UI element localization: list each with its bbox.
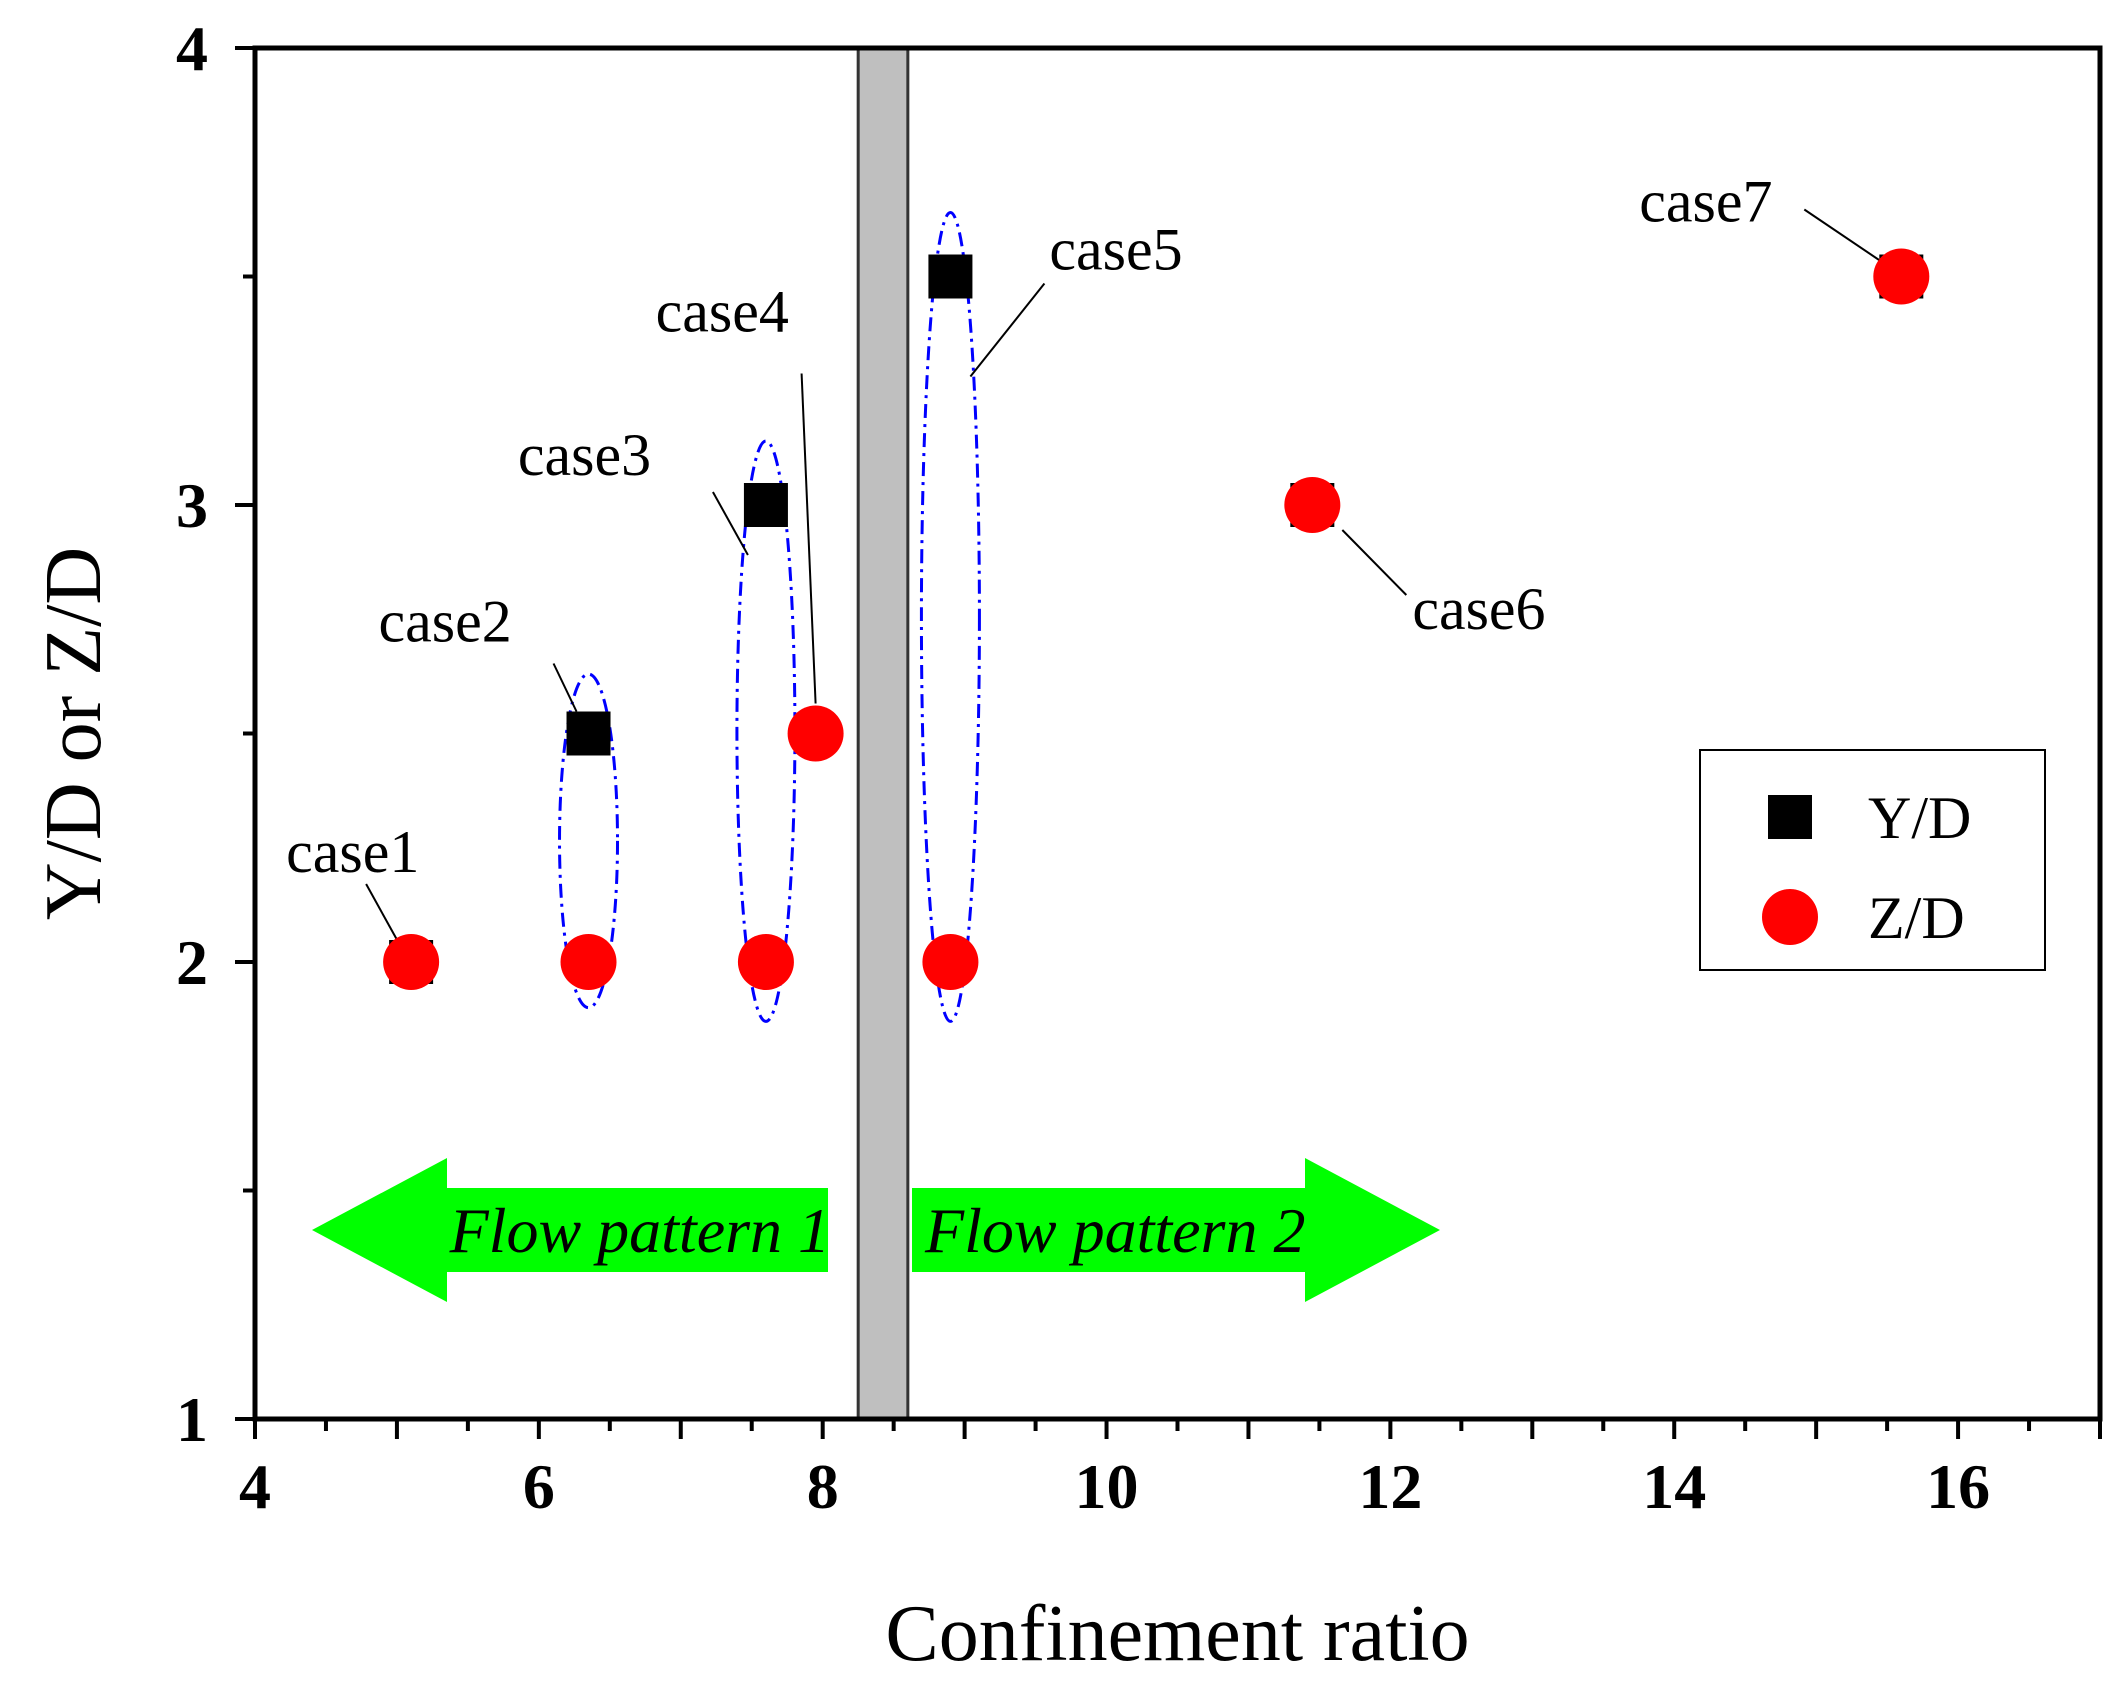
case3-label: case3 <box>518 422 651 488</box>
case6-leader-line <box>1341 529 1408 596</box>
legend-label-yd: Y/D <box>1868 785 1971 851</box>
annotation-labels: case1 case2 case3 case4 case5 case6 case7 <box>286 169 1772 886</box>
legend-marker-circle <box>1762 889 1818 945</box>
case2-leader-line <box>552 663 578 712</box>
x-tick-label-8: 8 <box>807 1451 839 1522</box>
case3-leader-line <box>712 491 749 556</box>
zd-circle-marker-4 <box>787 705 844 762</box>
case4-label: case4 <box>656 279 789 345</box>
y-tick-label-1: 1 <box>176 1384 208 1455</box>
x-tick-label-4: 4 <box>239 1451 271 1522</box>
x-tick-label-6: 6 <box>523 1451 555 1522</box>
flow-pattern-2-arrow <box>912 1158 1440 1302</box>
case-group-ellipse-1 <box>558 672 620 1010</box>
y-tick-label-4: 4 <box>176 13 208 84</box>
case6-label: case6 <box>1412 576 1545 642</box>
zd-circle-marker-1 <box>383 934 440 990</box>
zd-circle-marker-6 <box>1284 477 1341 533</box>
zd-circle-marker-7 <box>1873 248 1930 305</box>
yd-square-marker-4 <box>928 254 973 299</box>
y-tick-label-3: 3 <box>176 470 208 541</box>
annotation-leader-lines <box>365 208 1882 941</box>
yd-square-marker-3 <box>743 483 788 527</box>
zd-circle-marker-5 <box>922 934 979 990</box>
case1-leader-line <box>365 883 398 941</box>
case4-leader-line <box>800 373 817 704</box>
flow-boundary-band <box>856 46 910 1421</box>
x-tick-label-10: 10 <box>1075 1451 1139 1522</box>
x-tick-label-14: 14 <box>1642 1451 1706 1522</box>
flow-pattern-1-arrow <box>312 1158 828 1302</box>
zd-circle-marker-3 <box>737 934 794 990</box>
case-group-ellipse-3 <box>919 211 981 1023</box>
case7-leader-line <box>1803 208 1882 263</box>
case5-label: case5 <box>1049 217 1182 283</box>
x-tick-label-12: 12 <box>1358 1451 1422 1522</box>
data-markers <box>383 248 1930 990</box>
legend-label-zd: Z/D <box>1868 885 1965 951</box>
case7-label: case7 <box>1639 169 1772 235</box>
flow-pattern-1-label: Flow pattern 1 <box>449 1195 830 1266</box>
legend-marker-square <box>1768 795 1812 839</box>
x-tick-label-16: 16 <box>1926 1451 1990 1522</box>
case5-leader-line <box>969 282 1046 378</box>
y-tick-label-2: 2 <box>176 927 208 998</box>
yd-square-marker-2 <box>566 711 611 756</box>
legend: Y/D Z/D <box>1699 749 2046 971</box>
case2-label: case2 <box>379 589 512 655</box>
flow-pattern-2-label: Flow pattern 2 <box>924 1195 1305 1266</box>
x-axis-title: Confinement ratio <box>885 1590 1469 1678</box>
case1-label: case1 <box>286 819 419 885</box>
zd-circle-marker-2 <box>560 934 617 990</box>
legend-box <box>1699 749 2046 971</box>
y-axis-title: Y/D or Z/D <box>30 547 118 920</box>
